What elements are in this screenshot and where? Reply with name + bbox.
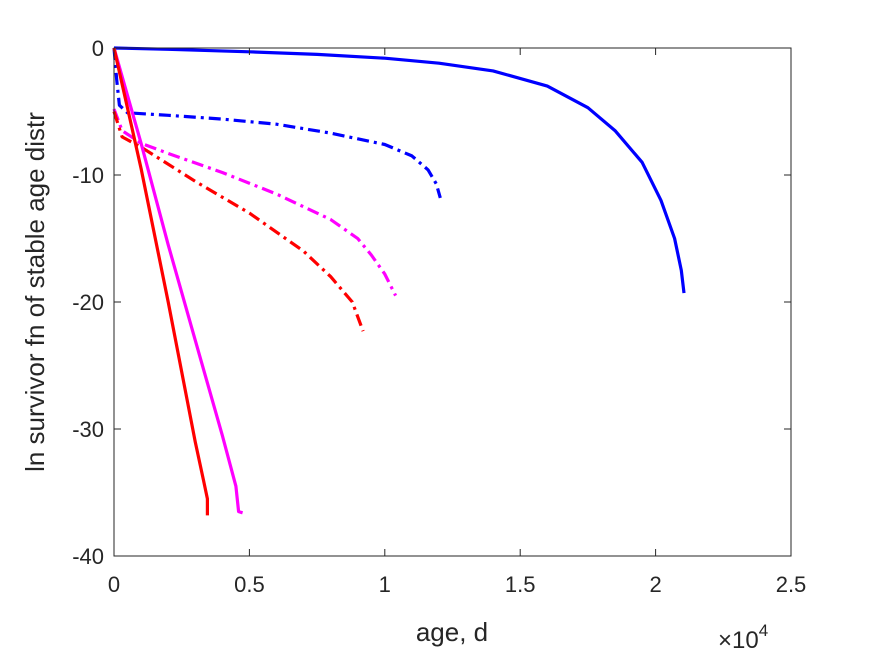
y-tick-label: 0 [92,36,104,61]
x-tick-label: 0.5 [234,572,265,597]
x-axis-label: age, d [416,617,488,647]
x-tick-label: 2 [649,572,661,597]
y-axis-label: ln survivor fn of stable age distr [20,112,50,472]
x-tick-label: 0 [108,572,120,597]
series-line-2 [112,47,442,199]
x-tick-label: 1.5 [505,572,536,597]
y-tick-label: -40 [72,544,104,569]
y-tick-label: -20 [72,290,104,315]
x-exponent-base: ×10 [718,627,759,654]
plot-area [114,48,791,556]
x-tick-label: 1 [379,572,391,597]
series-line-1 [113,46,686,294]
y-tick-label: -30 [72,417,104,442]
tick-layer: 0 0.5 1 1.5 2 2.5 0 -10 -20 -30 -40 [72,36,806,597]
series-line-4 [112,111,365,332]
series-line-5 [112,47,244,515]
y-tick-label: -10 [72,163,104,188]
series-line-6 [112,47,209,516]
x-exponent-power: 4 [759,621,768,640]
x-exponent-label: ×104 [718,621,768,654]
series-layer [112,46,686,516]
x-tick-label: 2.5 [776,572,807,597]
